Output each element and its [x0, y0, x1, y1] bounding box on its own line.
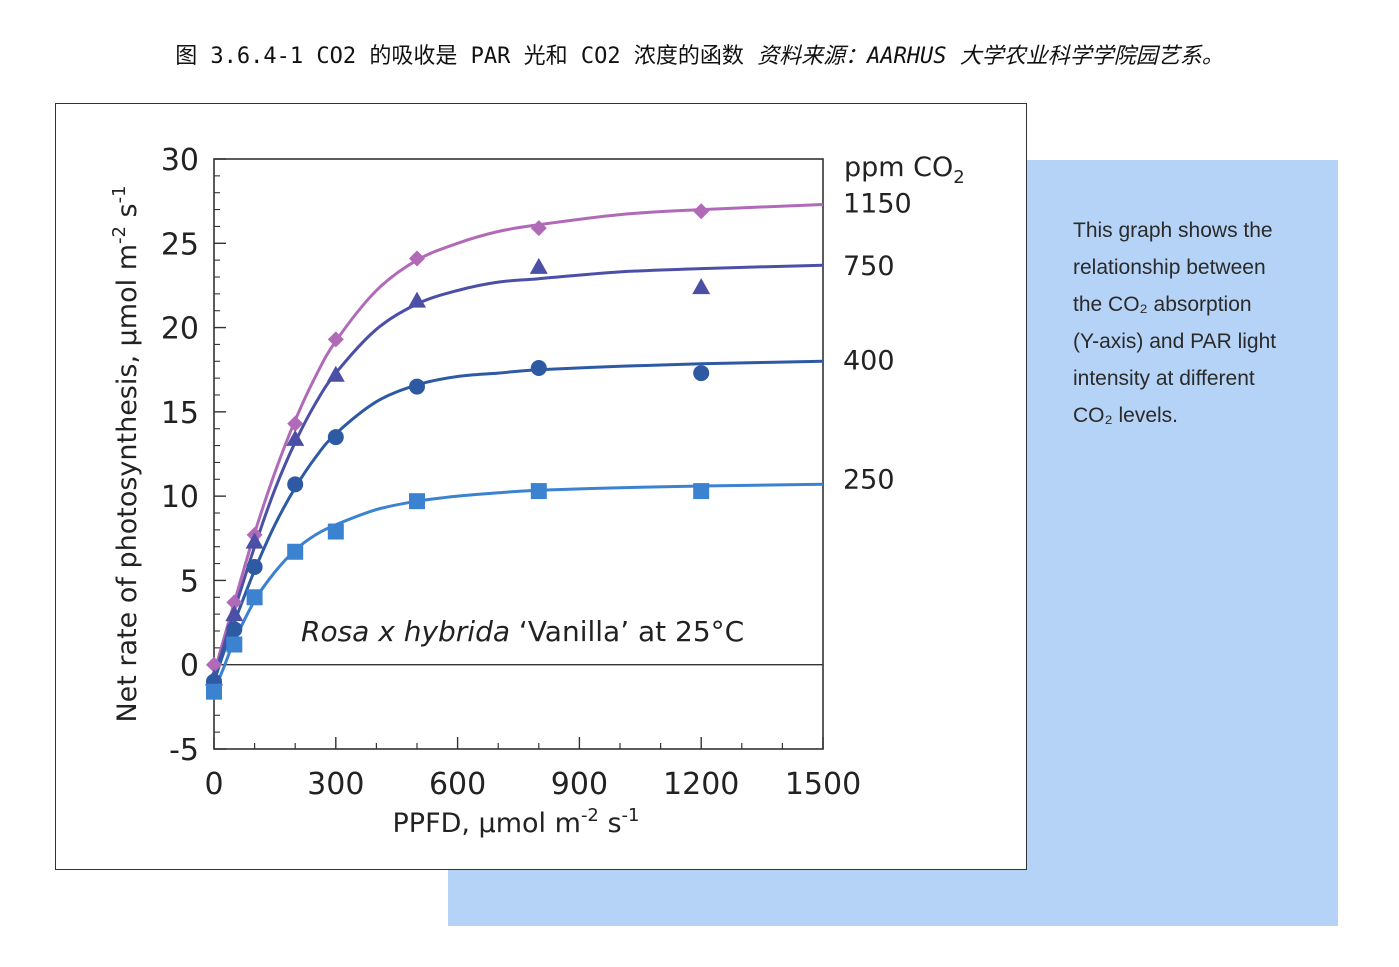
legend-title: ppm CO2 — [844, 152, 965, 188]
series-label-750: 750 — [843, 251, 895, 282]
data-point-1150 — [409, 250, 425, 267]
data-point-750 — [286, 429, 305, 446]
series-curve-400 — [212, 359, 824, 683]
x-tick-label: 1200 — [663, 767, 739, 802]
x-tick-label: 0 — [204, 767, 223, 802]
y-tick-label: 25 — [161, 227, 199, 262]
species-annotation: Rosa x hybrida ‘Vanilla’ at 25°C — [301, 615, 744, 648]
series-curve-750 — [212, 263, 824, 679]
description-line: the CO₂ absorption — [1073, 293, 1252, 316]
data-point-750 — [529, 257, 548, 274]
data-point-400 — [246, 558, 263, 575]
description-line: This graph shows the — [1073, 219, 1273, 242]
description-line: (Y-axis) and PAR light — [1073, 330, 1277, 353]
data-point-400 — [409, 378, 425, 395]
plot-border — [213, 158, 824, 750]
y-tick-label: 10 — [161, 480, 199, 515]
series-curve-1150 — [212, 203, 824, 674]
x-tick-label: 1500 — [785, 767, 861, 802]
data-point-250 — [530, 483, 547, 500]
data-point-1150 — [530, 220, 547, 237]
data-point-750 — [326, 365, 345, 382]
y-tick-label: 5 — [180, 564, 199, 599]
photosynthesis-chart: 0 300 600 900 1200 1500-505101520253011507504… — [109, 143, 965, 839]
data-point-1150 — [693, 203, 710, 220]
caption-main: 图 3.6.4-1 CO2 的吸收是 PAR 光和 CO2 浓度的函数 — [175, 44, 744, 69]
data-point-750 — [225, 605, 244, 622]
y-tick-label: 0 — [180, 649, 199, 684]
data-point-250 — [409, 493, 425, 510]
series-curve-250 — [212, 482, 824, 693]
y-tick-label: 30 — [161, 143, 199, 178]
data-point-1150 — [226, 594, 243, 611]
data-point-250 — [226, 636, 243, 653]
figure-caption: 图 3.6.4-1 CO2 的吸收是 PAR 光和 CO2 浓度的函数 资料来源… — [0, 38, 1399, 70]
data-point-1150 — [206, 656, 222, 673]
data-point-750 — [245, 532, 264, 549]
y-tick-label: 15 — [161, 396, 199, 431]
data-point-1150 — [287, 415, 304, 432]
x-axis-label: PPFD, µmol m-2 s-1 — [393, 805, 640, 839]
data-point-250 — [206, 683, 222, 700]
data-point-400 — [693, 365, 710, 382]
caption-source: 资料来源：AARHUS 大学农业科学学院园艺系。 — [757, 44, 1224, 69]
data-point-400 — [327, 429, 344, 446]
description-line: relationship between — [1073, 256, 1266, 279]
description-line: intensity at different — [1073, 367, 1255, 390]
markers-layer — [205, 203, 711, 700]
series-label-1150: 1150 — [843, 189, 912, 220]
data-point-400 — [287, 476, 304, 493]
axes-layer — [213, 158, 824, 750]
data-point-400 — [226, 621, 243, 638]
curves-layer — [212, 203, 824, 693]
data-point-750 — [692, 278, 711, 295]
data-point-250 — [246, 589, 263, 606]
data-point-400 — [530, 360, 547, 377]
labels-layer: 0 300 600 900 1200 1500-505101520253011507504… — [161, 143, 912, 802]
x-tick-label: 900 — [551, 767, 608, 802]
data-point-250 — [327, 523, 344, 540]
y-tick-label: -5 — [169, 733, 199, 768]
x-tick-label: 300 — [307, 767, 364, 802]
series-label-400: 400 — [843, 345, 895, 376]
x-tick-label: 600 — [429, 767, 486, 802]
series-label-250: 250 — [843, 464, 895, 495]
data-point-250 — [287, 543, 304, 560]
y-axis-label: Net rate of photosynthesis, µmol m-2 s-1 — [109, 185, 143, 722]
description-line: CO₂ levels. — [1073, 404, 1179, 427]
description-text: This graph shows the relationship betwee… — [1073, 212, 1323, 434]
data-point-250 — [693, 483, 710, 500]
y-tick-label: 20 — [161, 312, 199, 347]
data-point-1150 — [327, 331, 344, 348]
chart-frame: 0 300 600 900 1200 1500 -5 0 5 10 15 20 25 30 1150 750 4… — [55, 103, 1027, 870]
data-point-750 — [408, 291, 426, 308]
